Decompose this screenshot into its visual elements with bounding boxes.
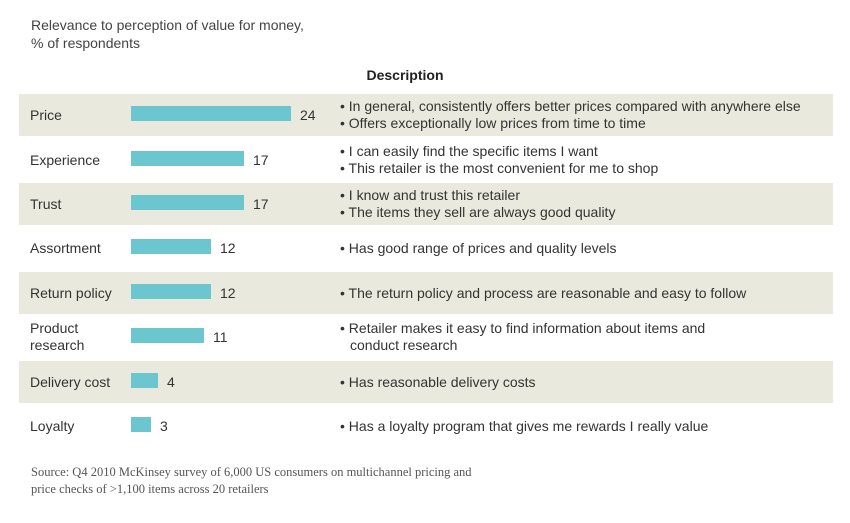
description-heading: Description [366, 67, 444, 83]
table-row: Assortment 12 • Has good range of prices a… [19, 227, 833, 269]
description-cell: • Has a loyalty program that gives me re… [340, 405, 833, 447]
description-line: • Has reasonable delivery costs [340, 373, 536, 390]
bar-experience [131, 151, 244, 166]
description-line: • Has good range of prices and quality l… [340, 239, 617, 256]
bar-loyalty [131, 417, 151, 432]
description-cell: • Has good range of prices and quality l… [340, 227, 833, 269]
table-row: Return policy 12 • The return policy and p… [19, 272, 833, 314]
bar-price [131, 106, 291, 121]
table-row: Loyalty 3 • Has a loyalty program that giv… [19, 405, 833, 447]
category-label: Loyalty [30, 417, 75, 434]
category-label: Price [30, 106, 62, 123]
category-label: Return policy [30, 284, 112, 301]
description-line: • Retailer makes it easy to find informa… [340, 320, 706, 336]
source-note: Source: Q4 2010 McKinsey survey of 6,000… [31, 464, 472, 498]
description-cell: • In general, consistently offers better… [340, 94, 833, 136]
table-row: Trust 17 • I know and trust this retailer •… [19, 183, 833, 225]
bar-trust [131, 195, 244, 210]
data-label: 12 [220, 240, 236, 256]
category-label: Trust [30, 195, 62, 212]
description-cell: • Has reasonable delivery costs [340, 361, 833, 403]
data-label: 11 [213, 329, 228, 345]
description-line: conduct research [350, 337, 458, 353]
category-label: Experience [30, 151, 101, 168]
data-label: 24 [300, 107, 316, 123]
description-line: • Has a loyalty program that gives me re… [340, 417, 709, 434]
subtitle-line-2: % of respondents [31, 35, 140, 51]
description-line: • This retailer is the most convenient f… [340, 160, 659, 176]
table-row: Product research 11 • Retailer makes it ea… [19, 316, 833, 358]
description-cell: • The return policy and process are reas… [340, 272, 833, 314]
table-row: Experience 17 • I can easily find the spec… [19, 139, 833, 181]
description-cell: • I know and trust this retailer • The it… [340, 183, 833, 225]
bar-product-research [131, 328, 204, 343]
source-line-1: Source: Q4 2010 McKinsey survey of 6,000… [31, 465, 472, 479]
bar-assortment [131, 239, 211, 254]
description-line: • The items they sell are always good qu… [340, 204, 616, 220]
description-line: • Offers exceptionally low prices from t… [340, 115, 646, 131]
data-label: 3 [160, 418, 168, 434]
table-row: Delivery cost 4 • Has reasonable delivery … [19, 361, 833, 403]
description-line: • I can easily find the specific items I… [340, 143, 598, 159]
data-label: 4 [167, 374, 175, 390]
chart-subtitle: Relevance to perception of value for mon… [31, 16, 304, 52]
category-label: Product research [30, 320, 85, 353]
description-line: • In general, consistently offers better… [340, 98, 801, 114]
source-line-2: price checks of >1,100 items across 20 r… [31, 482, 269, 496]
table-row: Price 24 • In general, consistently offers… [19, 94, 833, 136]
bar-return-policy [131, 284, 211, 299]
data-label: 17 [253, 196, 269, 212]
subtitle-line-1: Relevance to perception of value for mon… [31, 17, 304, 33]
description-line: • I know and trust this retailer [340, 187, 520, 203]
description-cell: • Retailer makes it easy to find informa… [340, 316, 833, 358]
data-label: 17 [253, 152, 269, 168]
category-label: Assortment [30, 239, 101, 256]
bar-delivery-cost [131, 373, 158, 388]
description-cell: • I can easily find the specific items I… [340, 139, 833, 181]
description-line: • The return policy and process are reas… [340, 284, 747, 301]
data-label: 12 [220, 285, 236, 301]
category-label: Delivery cost [30, 373, 111, 390]
